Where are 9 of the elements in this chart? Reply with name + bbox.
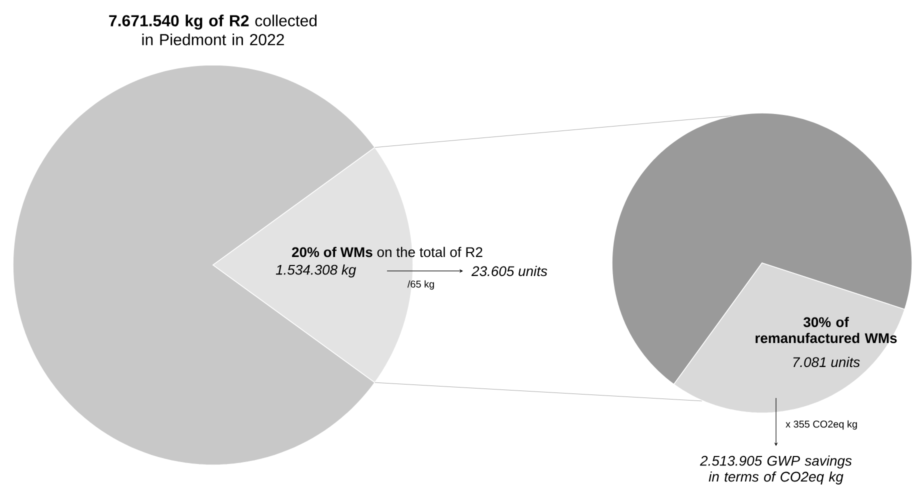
text: /65 kg (407, 280, 434, 290)
text: 23.605 units (471, 266, 548, 276)
text: 2.513.905 GWP savings in terms of CO2eq kg (700, 456, 852, 484)
text: 7.081 units (793, 356, 860, 368)
text: x 355 CO2eq kg (786, 420, 857, 430)
text: 1.534.308 kg (276, 264, 356, 278)
chart-title: 7.671.540 kg of R2 collected in Piedmont in 2022 (109, 14, 317, 46)
slice-label: 30% of remanufactured WMs (756, 316, 897, 344)
slice-label: 20% of WMs on the total of R2 (292, 246, 482, 258)
